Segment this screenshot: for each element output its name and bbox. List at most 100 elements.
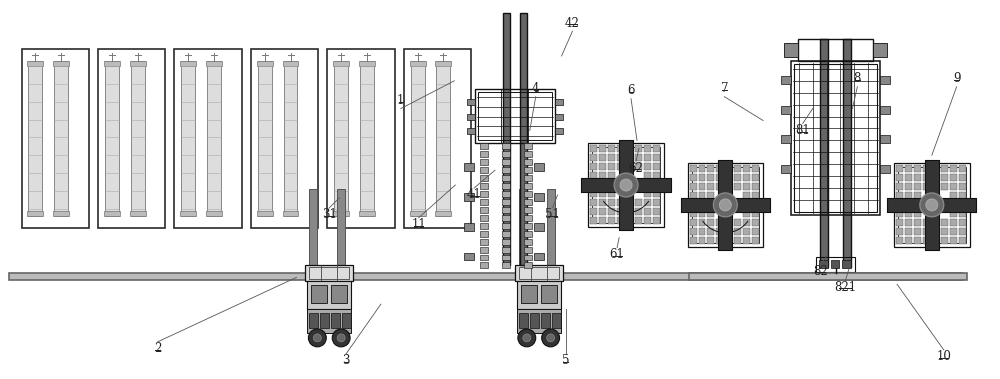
Bar: [524, 183, 532, 189]
Bar: [22, 49, 89, 228]
Bar: [480, 247, 488, 252]
Bar: [592, 147, 660, 223]
Bar: [896, 210, 903, 217]
Bar: [480, 167, 488, 173]
Bar: [941, 183, 948, 190]
Bar: [743, 219, 750, 226]
Bar: [887, 198, 976, 212]
Bar: [480, 255, 488, 260]
Bar: [524, 263, 532, 268]
Bar: [54, 61, 68, 216]
Bar: [923, 183, 930, 190]
Bar: [617, 163, 624, 170]
Bar: [959, 192, 966, 199]
Bar: [180, 61, 196, 66]
Bar: [699, 165, 705, 172]
Bar: [905, 201, 912, 208]
Bar: [925, 160, 939, 174]
Bar: [475, 89, 555, 143]
Bar: [206, 61, 222, 66]
Bar: [932, 219, 939, 226]
Bar: [105, 61, 119, 216]
Bar: [734, 174, 741, 181]
Bar: [327, 49, 395, 228]
Bar: [130, 61, 146, 66]
Bar: [816, 257, 855, 273]
Bar: [309, 313, 318, 328]
Bar: [635, 145, 642, 152]
Bar: [480, 143, 488, 149]
Bar: [467, 128, 475, 135]
Bar: [480, 263, 488, 268]
Bar: [502, 199, 510, 205]
Bar: [950, 192, 957, 199]
Bar: [608, 181, 615, 188]
Text: 42: 42: [565, 17, 580, 30]
Bar: [887, 198, 901, 212]
Bar: [515, 265, 563, 281]
Bar: [608, 163, 615, 170]
Bar: [502, 207, 510, 213]
Bar: [480, 231, 488, 236]
Bar: [480, 191, 488, 197]
Bar: [53, 61, 69, 66]
Text: 1: 1: [397, 94, 404, 107]
Bar: [734, 219, 741, 226]
Bar: [653, 154, 660, 161]
Bar: [925, 236, 939, 249]
Bar: [524, 159, 532, 165]
Bar: [707, 228, 714, 235]
Bar: [27, 61, 43, 66]
Circle shape: [313, 334, 321, 342]
Bar: [608, 172, 615, 179]
Text: 8: 8: [854, 72, 861, 85]
Bar: [690, 236, 697, 244]
Bar: [950, 228, 957, 235]
Bar: [258, 61, 272, 216]
Bar: [941, 236, 948, 244]
Bar: [599, 163, 606, 170]
Bar: [699, 210, 705, 217]
Bar: [619, 216, 633, 230]
Bar: [342, 313, 351, 328]
Bar: [716, 228, 723, 235]
Bar: [524, 223, 532, 229]
Bar: [644, 199, 651, 206]
Bar: [941, 165, 948, 172]
Circle shape: [523, 334, 531, 342]
Bar: [699, 236, 705, 244]
Bar: [617, 217, 624, 224]
Bar: [716, 219, 723, 226]
Bar: [734, 165, 741, 172]
Bar: [502, 183, 510, 189]
Bar: [436, 61, 450, 216]
Bar: [752, 165, 759, 172]
Bar: [896, 165, 903, 172]
Bar: [914, 228, 921, 235]
Bar: [941, 228, 948, 235]
Bar: [104, 211, 120, 216]
Bar: [104, 61, 120, 66]
Bar: [524, 191, 532, 197]
Bar: [963, 198, 976, 212]
Bar: [707, 174, 714, 181]
Bar: [608, 217, 615, 224]
Bar: [502, 143, 510, 149]
Bar: [283, 61, 298, 66]
Bar: [725, 228, 732, 235]
Bar: [896, 174, 903, 181]
Bar: [752, 210, 759, 217]
Bar: [725, 183, 732, 190]
Bar: [791, 61, 880, 215]
Bar: [552, 313, 561, 328]
Bar: [781, 165, 791, 173]
Bar: [752, 228, 759, 235]
Bar: [581, 178, 595, 192]
Bar: [743, 236, 750, 244]
Bar: [480, 175, 488, 181]
Bar: [53, 211, 69, 216]
Bar: [619, 140, 633, 154]
Bar: [644, 217, 651, 224]
Bar: [905, 165, 912, 172]
Bar: [752, 192, 759, 199]
